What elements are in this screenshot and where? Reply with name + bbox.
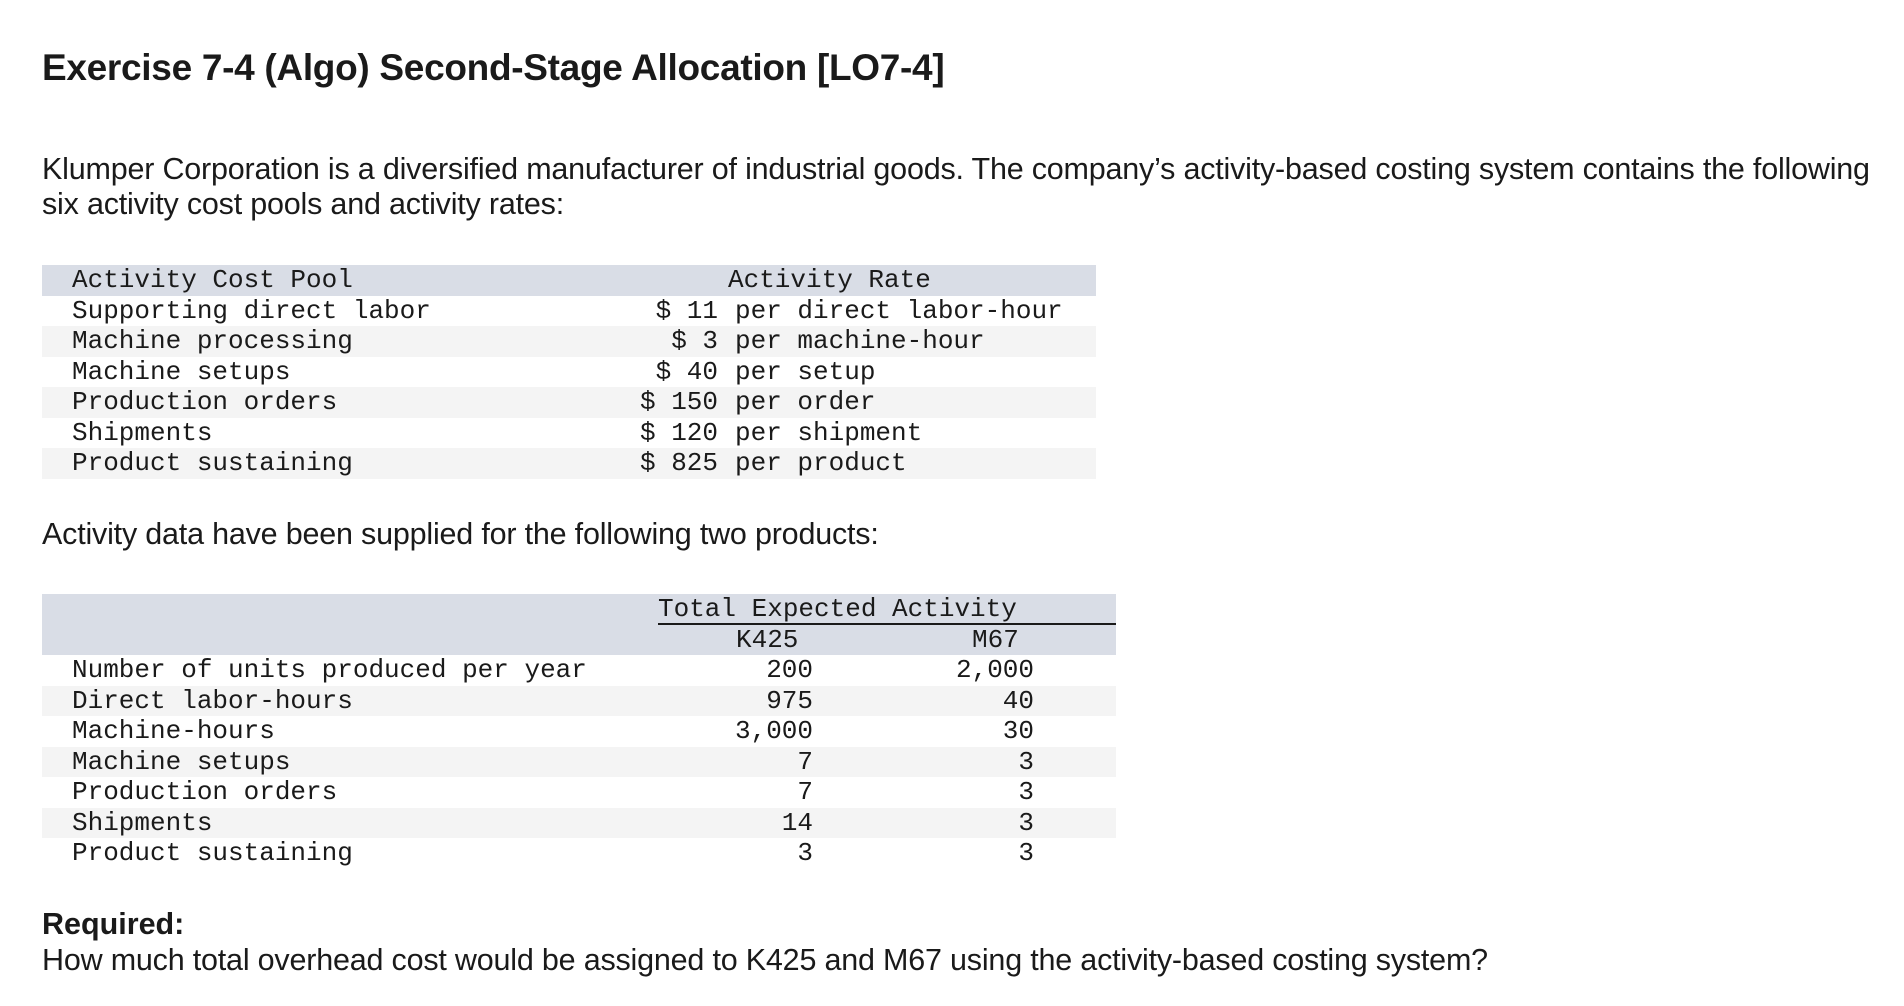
rate-amount: $ 150	[639, 387, 718, 417]
rate-unit: per order	[735, 387, 876, 417]
table-row: Machine setups $ 40 per setup	[42, 357, 1096, 388]
table-row: Machine processing $ 3 per machine-hour	[42, 326, 1096, 357]
m67-value: 3	[1018, 838, 1034, 868]
rate-amount: $ 120	[639, 417, 718, 448]
table-row: Production orders 7 3	[42, 777, 1116, 808]
exercise-title: Exercise 7-4 (Algo) Second-Stage Allocat…	[42, 47, 945, 88]
row-label: Machine setups	[72, 746, 291, 777]
rate-unit: per machine-hour	[735, 326, 985, 356]
rate-amount: $ 3	[671, 326, 718, 356]
rate-unit: per shipment	[735, 417, 923, 448]
table-row: Machine-hours 3,000 30	[42, 716, 1116, 747]
header-m67: M67	[972, 624, 1019, 655]
table-row: Production orders $ 150 per order	[42, 387, 1096, 418]
table-header-group: Total Expected Activity	[42, 594, 1116, 625]
required-question: How much total overhead cost would be as…	[42, 943, 1488, 977]
row-label: Production orders	[72, 777, 338, 807]
table-row: Number of units produced per year 200 2,…	[42, 655, 1116, 686]
k425-value: 975	[766, 685, 813, 716]
pool-name: Production orders	[72, 387, 338, 417]
row-label: Direct labor-hours	[72, 685, 353, 716]
required-label: Required:	[42, 907, 185, 941]
pool-name: Supporting direct labor	[72, 295, 431, 326]
m67-value: 3	[1018, 807, 1034, 838]
activity-data-table: Total Expected Activity K425 M67 Number …	[42, 594, 1116, 869]
header-underline	[658, 623, 1116, 625]
table-row: Supporting direct labor $ 11 per direct …	[42, 296, 1096, 327]
table-row: Direct labor-hours 975 40	[42, 685, 1116, 716]
row-label: Number of units produced per year	[72, 655, 587, 685]
header-activity-cost-pool: Activity Cost Pool	[72, 265, 353, 295]
rate-amount: $ 11	[655, 295, 718, 326]
pool-name: Machine setups	[72, 356, 291, 387]
table-header-columns: K425 M67	[42, 624, 1116, 655]
header-activity-rate: Activity Rate	[728, 265, 931, 295]
activity-data-paragraph: Activity data have been supplied for the…	[42, 517, 879, 551]
table-header-row: Activity Cost Pool Activity Rate	[42, 265, 1096, 296]
rate-amount: $ 40	[655, 356, 718, 387]
rate-unit: per product	[735, 448, 907, 478]
rate-unit: per direct labor-hour	[735, 295, 1063, 326]
row-label: Product sustaining	[72, 838, 353, 868]
table-row: Shipments $ 120 per shipment	[42, 418, 1096, 449]
table-row: Machine setups 7 3	[42, 746, 1116, 777]
row-label: Machine-hours	[72, 716, 275, 746]
table-row: Product sustaining 3 3	[42, 838, 1116, 869]
k425-value: 7	[797, 746, 813, 777]
rate-amount: $ 825	[639, 448, 718, 478]
k425-value: 7	[797, 777, 813, 807]
k425-value: 200	[766, 655, 813, 685]
row-label: Shipments	[72, 807, 213, 838]
m67-value: 40	[1002, 685, 1034, 716]
header-k425: K425	[736, 624, 799, 655]
m67-value: 30	[1002, 716, 1034, 746]
activity-rates-table: Activity Cost Pool Activity Rate Support…	[42, 265, 1096, 479]
m67-value: 2,000	[955, 655, 1034, 685]
pool-name: Machine processing	[72, 326, 353, 356]
pool-name: Product sustaining	[72, 448, 353, 478]
k425-value: 14	[781, 807, 813, 838]
m67-value: 3	[1018, 777, 1034, 807]
k425-value: 3,000	[734, 716, 813, 746]
rate-unit: per setup	[735, 356, 876, 387]
k425-value: 3	[797, 838, 813, 868]
table-row: Shipments 14 3	[42, 807, 1116, 838]
header-total-expected-activity: Total Expected Activity	[658, 594, 1017, 624]
intro-paragraph: Klumper Corporation is a diversified man…	[42, 152, 1870, 221]
table-row: Product sustaining $ 825 per product	[42, 448, 1096, 479]
m67-value: 3	[1018, 746, 1034, 777]
pool-name: Shipments	[72, 417, 213, 448]
